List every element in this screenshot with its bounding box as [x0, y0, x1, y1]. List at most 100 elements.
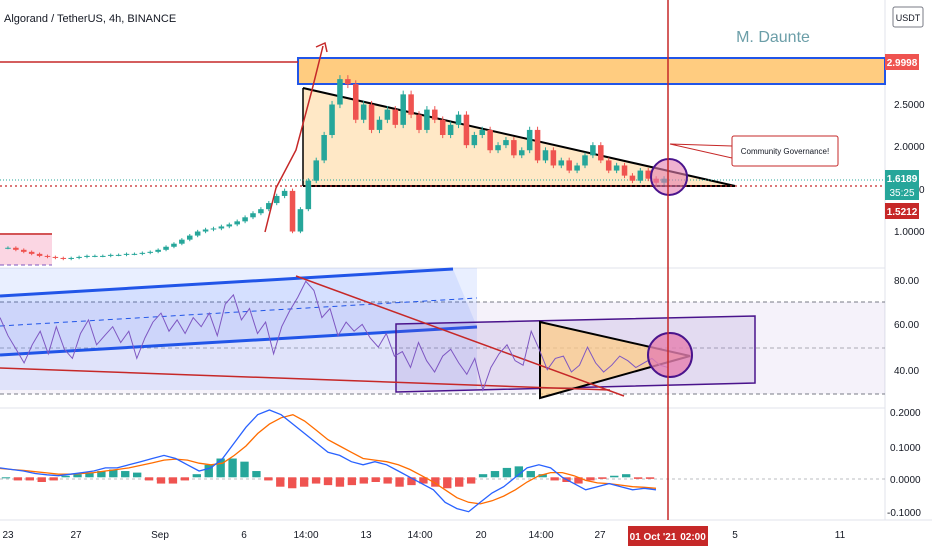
macd-histogram-bar: [204, 464, 213, 478]
macd-histogram-bar: [598, 477, 607, 479]
cursor-time-label: 02:00: [680, 532, 706, 543]
macd-histogram-bar: [622, 474, 631, 478]
rsi-pane[interactable]: [0, 267, 885, 400]
candle-body: [60, 257, 67, 259]
candle-body: [210, 228, 217, 230]
candle-body: [566, 160, 572, 171]
macd-histogram-bar: [276, 477, 285, 487]
candle-body: [234, 221, 240, 225]
macd-histogram-bar: [514, 466, 524, 478]
candle-body: [605, 160, 612, 171]
callout-box[interactable]: [731, 135, 839, 167]
macd-tick: -0.1000: [887, 508, 921, 519]
macd-histogram-bar: [645, 477, 655, 479]
macd-histogram-bar: [13, 477, 23, 481]
macd-histogram-bar: [526, 471, 535, 478]
candle-body: [155, 249, 161, 252]
candle-body: [194, 231, 201, 236]
price-badge-resistance-label: 2.9998: [887, 58, 918, 69]
rsi-tick: 40.00: [894, 366, 919, 377]
macd-histogram-bar: [347, 477, 357, 486]
price-pane[interactable]: Community Governance!: [0, 41, 886, 266]
callout-text: Community Governance!: [741, 147, 829, 156]
macd-histogram-bar: [121, 471, 130, 478]
candle-body: [392, 109, 399, 125]
macd-line: [0, 409, 657, 513]
candle-body: [218, 226, 225, 229]
macd-histogram-bar: [478, 474, 488, 478]
candle-body: [629, 175, 636, 181]
macd-histogram-bar: [633, 477, 643, 479]
currency-button-label: USDT: [896, 13, 921, 23]
time-tick: 23: [2, 530, 14, 541]
candle-body: [250, 213, 256, 218]
macd-pane[interactable]: [0, 409, 885, 513]
macd-histogram-bar: [550, 477, 559, 481]
time-tick: Sep: [151, 530, 169, 541]
candle-body: [242, 217, 248, 222]
price-badge-resistance: [885, 54, 919, 70]
candle-body: [503, 140, 509, 146]
candle-body: [621, 165, 628, 176]
macd-histogram-bar: [443, 477, 452, 489]
time-tick: 27: [70, 530, 82, 541]
candle-body: [179, 239, 185, 244]
rsi-tick: 80.00: [894, 276, 919, 287]
candle-body: [534, 129, 541, 161]
rsi-tick: 60.00: [894, 320, 919, 331]
candle-body: [613, 165, 620, 171]
candle-body: [226, 224, 233, 227]
rsi-support-line: [0, 367, 611, 391]
candle-body: [455, 114, 462, 125]
macd-histogram-bar: [252, 471, 261, 478]
pink-zone: [0, 233, 52, 265]
cursor-date-label: 01 Oct '21: [630, 532, 677, 543]
candle-body: [526, 129, 533, 151]
time-tick: 6: [241, 530, 247, 541]
macd-histogram-bar: [61, 475, 70, 478]
time-tick: 5: [732, 530, 738, 541]
macd-histogram-bar: [264, 477, 273, 481]
candle-body: [360, 104, 367, 120]
time-tick: 13: [360, 530, 372, 541]
candle-body: [439, 119, 446, 135]
candle-body: [487, 129, 493, 151]
time-tick: 27: [594, 530, 606, 541]
time-tick: 11: [835, 530, 846, 541]
candle-body: [163, 246, 169, 250]
candle-body: [582, 155, 588, 166]
macd-histogram-bar: [395, 477, 404, 487]
macd-histogram-bar: [288, 477, 297, 489]
candle-body: [408, 94, 414, 115]
macd-tick: 0.2000: [890, 408, 921, 419]
macd-histogram-bar: [240, 461, 249, 478]
candle-body: [36, 253, 43, 256]
resistance-zone: [297, 57, 886, 85]
macd-histogram-bar: [1, 477, 11, 479]
breakout-arrow-line: [264, 45, 324, 233]
candle-body: [432, 109, 438, 120]
macd-histogram-bar: [538, 474, 547, 478]
time-tick: 14:00: [293, 530, 318, 541]
macd-histogram-bar: [586, 477, 595, 481]
price-badge-support: [885, 203, 919, 219]
candle-body: [289, 190, 296, 232]
candle-body: [542, 150, 549, 161]
time-tick: 14:00: [528, 530, 553, 541]
candle-body: [376, 119, 383, 130]
candle-body: [202, 229, 209, 232]
candle-body: [273, 195, 280, 204]
candle-body: [590, 145, 596, 156]
macd-histogram-bar: [323, 477, 333, 486]
macd-tick: 0.0000: [890, 475, 921, 486]
currency-button[interactable]: [892, 6, 924, 28]
macd-histogram-bar: [490, 471, 500, 478]
candle-body: [92, 255, 98, 257]
candle-body: [68, 257, 74, 259]
rsi-blue-zone: [0, 268, 477, 390]
cursor-date-badge: [628, 526, 708, 546]
candle-body: [28, 251, 35, 254]
candle-body: [463, 114, 470, 146]
candle-body: [281, 190, 288, 196]
